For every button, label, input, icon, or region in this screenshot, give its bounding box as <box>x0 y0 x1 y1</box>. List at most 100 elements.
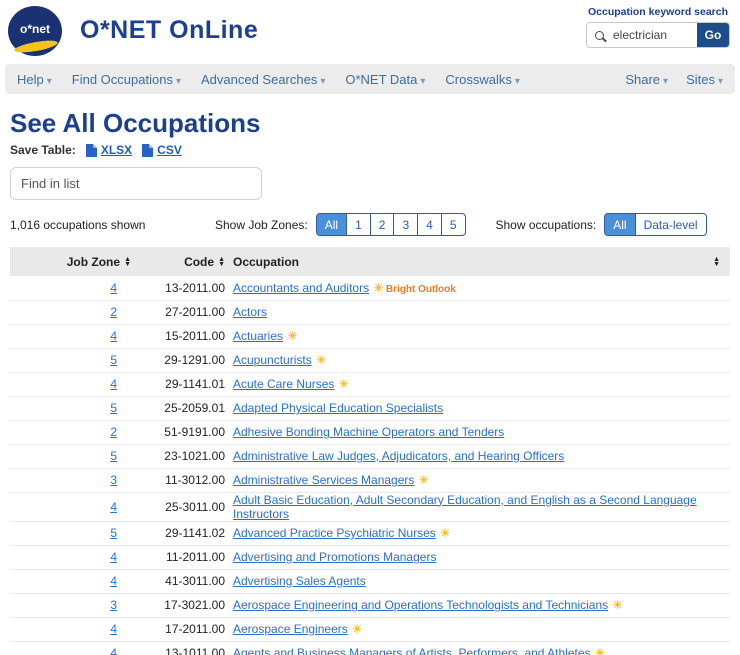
job-zone-4-button[interactable]: 4 <box>417 213 442 236</box>
job-zone-link[interactable]: 4 <box>110 499 117 514</box>
occupation-code: 29-1141.01 <box>135 372 225 397</box>
job-zone-link[interactable]: 4 <box>110 574 117 588</box>
job-zone-link[interactable]: 2 <box>110 425 117 439</box>
bright-outlook-icon[interactable] <box>612 598 623 612</box>
code-column-header[interactable]: Code ▲ ▼ <box>135 247 225 276</box>
occupation-code: 17-3021.00 <box>135 593 225 618</box>
search-box: Go <box>586 22 730 48</box>
show-occupations-label: Show occupations: <box>495 217 597 232</box>
occupation-link[interactable]: Acupuncturists <box>233 353 312 367</box>
occupation-code: 27-2011.00 <box>135 300 225 325</box>
table-row: 4 17-2011.00 Aerospace Engineers <box>10 617 730 642</box>
show-occupations-button-group: All Data-level <box>604 213 707 236</box>
bright-outlook-icon[interactable] <box>338 377 349 391</box>
job-zone-link[interactable]: 4 <box>110 329 117 343</box>
show-occupations-data-level-button[interactable]: Data-level <box>634 213 707 236</box>
sort-icon: ▲ ▼ <box>713 256 720 269</box>
bright-outlook-icon[interactable] <box>440 526 451 540</box>
site-title: O*NET OnLine <box>80 16 259 44</box>
nav-advanced-searches[interactable]: Advanced Searches ▾ <box>200 71 326 87</box>
table-row: 2 27-2011.00 Actors <box>10 300 730 325</box>
bright-outlook-icon[interactable] <box>352 622 363 636</box>
job-zone-button-group: All 1 2 3 4 5 <box>315 213 466 236</box>
show-occupations-all-button[interactable]: All <box>604 213 636 236</box>
occupation-link[interactable]: Adult Basic Education, Adult Secondary E… <box>233 492 697 521</box>
occupation-link[interactable]: Aerospace Engineering and Operations Tec… <box>233 598 609 612</box>
table-row: 4 11-2011.00 Advertising and Promotions … <box>10 545 730 570</box>
job-zone-link[interactable]: 4 <box>110 280 117 295</box>
bright-outlook-icon[interactable] <box>418 473 429 487</box>
save-csv-link[interactable]: CSV <box>142 143 182 157</box>
nav-onet-data[interactable]: O*NET Data ▾ <box>345 71 426 87</box>
occupation-link[interactable]: Acute Care Nurses <box>233 377 335 391</box>
job-zone-1-button[interactable]: 1 <box>346 213 371 236</box>
search-go-button[interactable]: Go <box>697 23 729 47</box>
job-zone-link[interactable]: 4 <box>110 646 117 655</box>
search-input[interactable] <box>611 23 697 47</box>
job-zone-link[interactable]: 2 <box>110 305 117 319</box>
nav-sites[interactable]: Sites ▾ <box>686 71 723 87</box>
table-row: 2 51-9191.00 Adhesive Bonding Machine Op… <box>10 420 730 445</box>
job-zone-link[interactable]: 5 <box>110 401 117 415</box>
occupation-link[interactable]: Agents and Business Managers of Artists,… <box>233 646 591 655</box>
occupation-link[interactable]: Advertising Sales Agents <box>233 574 366 588</box>
occupation-table-body: 4 13-2011.00 Accountants and Auditors Bri… <box>10 276 730 655</box>
search-label: Occupation keyword search <box>587 6 729 18</box>
job-zone-link[interactable]: 5 <box>110 526 117 540</box>
job-zone-link[interactable]: 4 <box>110 550 117 564</box>
occupation-link[interactable]: Actors <box>233 305 268 319</box>
main-content: See All Occupations Save Table: XLSX CSV… <box>0 108 740 655</box>
occupation-link[interactable]: Adapted Physical Education Specialists <box>233 401 444 415</box>
occupation-link[interactable]: Adhesive Bonding Machine Operators and T… <box>233 425 505 439</box>
job-zone-all-button[interactable]: All <box>315 213 348 236</box>
occupation-link[interactable]: Aerospace Engineers <box>233 622 348 636</box>
job-zone-link[interactable]: 5 <box>110 353 117 367</box>
main-nav: Help ▾ Find Occupations ▾ Advanced Searche… <box>5 64 735 94</box>
occupation-code: 25-2059.01 <box>135 396 225 421</box>
job-zone-link[interactable]: 5 <box>110 449 117 463</box>
job-zone-link[interactable]: 3 <box>110 598 117 612</box>
occupation-column-header[interactable]: Occupation <box>225 247 702 276</box>
occupation-link[interactable]: Administrative Law Judges, Adjudicators,… <box>233 449 565 463</box>
bright-outlook-icon[interactable] <box>287 329 298 343</box>
find-in-list-input[interactable] <box>10 167 262 200</box>
caret-down-icon: ▾ <box>46 75 52 87</box>
bright-outlook-icon[interactable] <box>595 646 606 655</box>
job-zone-link[interactable]: 4 <box>110 377 117 391</box>
occupation-count: 1,016 occupations shown <box>10 217 146 232</box>
occupation-link[interactable]: Actuaries <box>233 329 284 343</box>
job-zone-link[interactable]: 3 <box>110 473 117 487</box>
table-row: 5 29-1141.02 Advanced Practice Psychiatr… <box>10 521 730 546</box>
onet-logo[interactable]: o*net <box>8 6 62 56</box>
caret-down-icon: ▾ <box>420 75 426 87</box>
occupation-link[interactable]: Advertising and Promotions Managers <box>233 550 437 564</box>
nav-share[interactable]: Share ▾ <box>625 71 669 87</box>
save-table-label: Save Table: <box>10 143 76 157</box>
occupation-code: 29-1141.02 <box>135 521 225 546</box>
table-row: 3 11-3012.00 Administrative Services Man… <box>10 468 730 493</box>
nav-find-occupations[interactable]: Find Occupations ▾ <box>71 71 181 87</box>
table-row: 4 13-1011.00 Agents and Business Manager… <box>10 641 730 655</box>
save-xlsx-link[interactable]: XLSX <box>85 143 132 157</box>
nav-crosswalks[interactable]: Crosswalks ▾ <box>445 71 520 87</box>
occupation-link[interactable]: Accountants and Auditors <box>233 280 370 295</box>
job-zone-2-button[interactable]: 2 <box>369 213 395 236</box>
nav-help[interactable]: Help ▾ <box>17 71 52 87</box>
job-zone-3-button[interactable]: 3 <box>393 213 419 236</box>
onet-logo-text: o*net <box>20 22 50 36</box>
job-zone-link[interactable]: 4 <box>110 622 117 636</box>
caret-down-icon: ▾ <box>175 75 181 87</box>
table-row: 4 29-1141.01 Acute Care Nurses <box>10 372 730 397</box>
bright-outlook-icon[interactable] <box>316 353 327 367</box>
sort-icon: ▲ ▼ <box>218 256 225 269</box>
outlook-column-header[interactable]: ▲ ▼ <box>702 247 730 276</box>
job-zone-5-button[interactable]: 5 <box>440 213 466 236</box>
occupation-code: 29-1291.00 <box>135 348 225 373</box>
table-row: 5 23-1021.00 Administrative Law Judges, … <box>10 444 730 469</box>
occupation-code: 23-1021.00 <box>135 444 225 469</box>
occupation-link[interactable]: Administrative Services Managers <box>233 473 415 487</box>
job-zone-column-header[interactable]: Job Zone ▲ ▼ <box>10 247 135 276</box>
occupation-link[interactable]: Advanced Practice Psychiatric Nurses <box>233 526 436 540</box>
table-row: 4 15-2011.00 Actuaries <box>10 324 730 349</box>
bright-outlook-icon[interactable] <box>373 281 384 295</box>
